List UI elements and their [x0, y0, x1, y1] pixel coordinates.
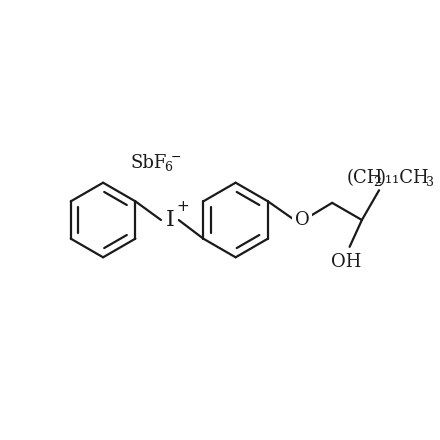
Text: SbF: SbF	[131, 154, 167, 172]
Text: 6: 6	[164, 161, 172, 175]
Text: −: −	[171, 150, 181, 164]
Text: (CH: (CH	[347, 169, 383, 187]
Text: OH: OH	[331, 253, 362, 271]
Text: )₁₁CH: )₁₁CH	[379, 169, 430, 187]
Text: 2: 2	[373, 176, 381, 189]
Text: +: +	[176, 199, 189, 214]
Text: O: O	[295, 211, 310, 229]
Text: I: I	[165, 209, 174, 231]
Text: 3: 3	[426, 176, 434, 189]
